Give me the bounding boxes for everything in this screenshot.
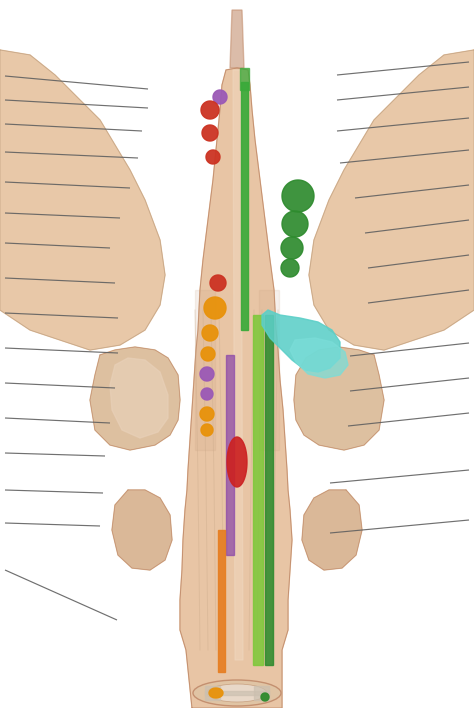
Polygon shape xyxy=(282,211,308,237)
Ellipse shape xyxy=(193,680,281,706)
Polygon shape xyxy=(241,82,248,330)
Polygon shape xyxy=(201,347,215,361)
Polygon shape xyxy=(206,150,220,164)
Polygon shape xyxy=(254,686,269,700)
Polygon shape xyxy=(294,347,384,450)
Polygon shape xyxy=(262,310,340,372)
Ellipse shape xyxy=(207,684,267,702)
Polygon shape xyxy=(202,325,218,341)
Polygon shape xyxy=(200,367,214,381)
Polygon shape xyxy=(209,688,223,698)
Polygon shape xyxy=(261,693,269,701)
Polygon shape xyxy=(202,125,218,141)
Polygon shape xyxy=(226,355,234,555)
Polygon shape xyxy=(309,50,474,350)
Polygon shape xyxy=(281,259,299,277)
Polygon shape xyxy=(218,530,225,672)
Polygon shape xyxy=(195,290,215,450)
Polygon shape xyxy=(201,101,219,119)
Polygon shape xyxy=(282,180,314,212)
Polygon shape xyxy=(110,358,168,438)
Polygon shape xyxy=(253,315,263,665)
Polygon shape xyxy=(90,347,180,450)
Polygon shape xyxy=(205,691,269,695)
Polygon shape xyxy=(204,297,226,319)
Polygon shape xyxy=(259,290,279,450)
Polygon shape xyxy=(201,388,213,400)
Polygon shape xyxy=(227,437,247,487)
Polygon shape xyxy=(205,686,220,700)
Polygon shape xyxy=(230,10,244,68)
Polygon shape xyxy=(112,490,172,570)
Polygon shape xyxy=(302,490,362,570)
Polygon shape xyxy=(180,68,292,708)
Polygon shape xyxy=(240,68,249,90)
Polygon shape xyxy=(265,315,273,665)
Polygon shape xyxy=(213,90,227,104)
Polygon shape xyxy=(233,70,243,660)
Polygon shape xyxy=(210,275,226,291)
Polygon shape xyxy=(290,338,348,378)
Polygon shape xyxy=(0,50,165,350)
Polygon shape xyxy=(201,424,213,436)
Polygon shape xyxy=(281,237,303,259)
Polygon shape xyxy=(200,407,214,421)
